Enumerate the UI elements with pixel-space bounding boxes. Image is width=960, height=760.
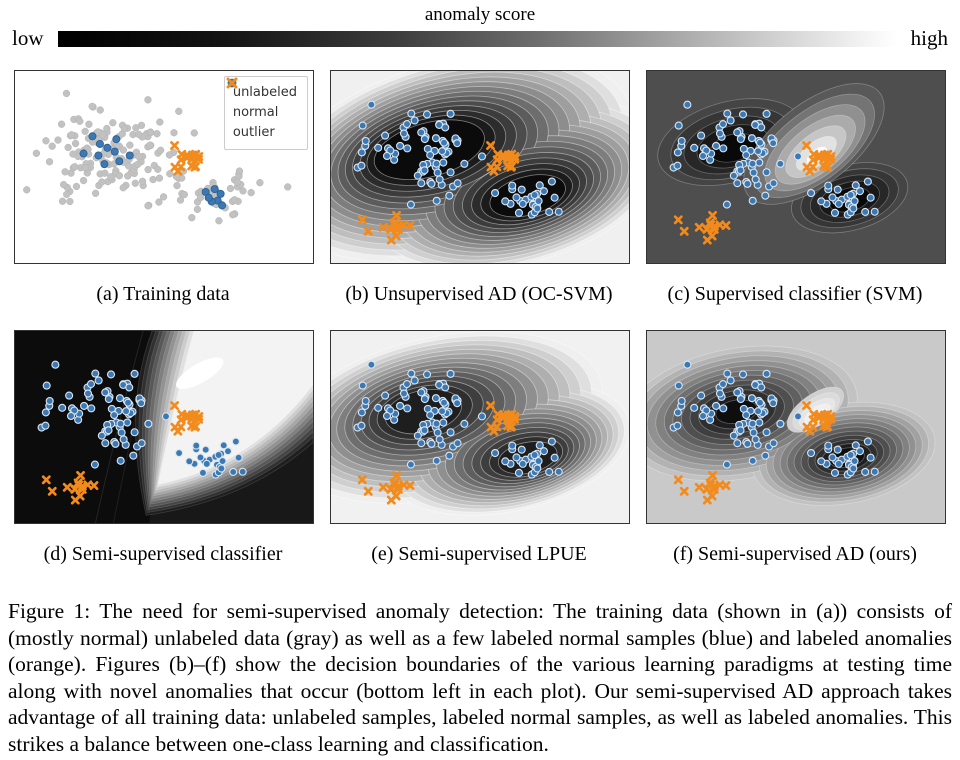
panel-d-plot (15, 331, 313, 523)
colorbar-low-label: low (12, 26, 44, 50)
panel-c-caption: (c) Supervised classifier (SVM) (667, 283, 923, 305)
panel-b-plot (331, 71, 629, 263)
panel-d-caption: (d) Semi-supervised classifier (43, 543, 283, 565)
panel-e-caption: (e) Semi-supervised LPUE (371, 543, 587, 565)
panel-b-caption: (b) Unsupervised AD (OC-SVM) (345, 283, 613, 305)
legend-label-outlier: outlier (232, 125, 275, 140)
legend-item-unlabeled: unlabeled (227, 78, 297, 103)
panel-b (330, 70, 630, 264)
legend-label-unlabeled: unlabeled (232, 85, 297, 100)
legend-item-outlier: outlier (226, 77, 297, 143)
figure-panel-e: (e) Semi-supervised LPUE (330, 330, 630, 590)
figure-panel-d: (d) Semi-supervised classifier (14, 330, 314, 590)
panel-d (14, 330, 314, 524)
panel-c-plot (647, 71, 945, 263)
legend-box: unlabeled normal outlier (223, 76, 308, 150)
panel-a: unlabeled normal outlier (14, 70, 314, 264)
figure-panel-b: (b) Unsupervised AD (OC-SVM) (330, 70, 630, 330)
colorbar-row: low high (0, 28, 960, 49)
panel-f-plot (647, 331, 945, 523)
panel-c (646, 70, 946, 264)
figure-panel-f: (f) Semi-supervised AD (ours) (646, 330, 946, 590)
panel-e-plot (331, 331, 629, 523)
figure-panel-a: unlabeled normal outlier (a) Training da… (14, 70, 314, 330)
colorbar-title: anomaly score (424, 4, 536, 25)
colorbar-gradient-bar (57, 30, 897, 47)
panel-f-caption: (f) Semi-supervised AD (ours) (673, 543, 917, 565)
panel-a-caption: (a) Training data (96, 283, 230, 305)
panel-grid: unlabeled normal outlier (a) Training da… (0, 70, 960, 590)
outlier-x-icon (226, 77, 238, 89)
colorbar-high-label: high (910, 26, 948, 50)
panel-f (646, 330, 946, 524)
colorbar-section: anomaly score low high (0, 0, 960, 49)
figure-panel-c: (c) Supervised classifier (SVM) (646, 70, 946, 330)
figure-caption-text: Figure 1: The need for semi-supervised a… (8, 599, 952, 756)
legend-label-normal: normal (232, 105, 279, 120)
panel-e (330, 330, 630, 524)
legend-item-normal: normal (227, 78, 297, 123)
